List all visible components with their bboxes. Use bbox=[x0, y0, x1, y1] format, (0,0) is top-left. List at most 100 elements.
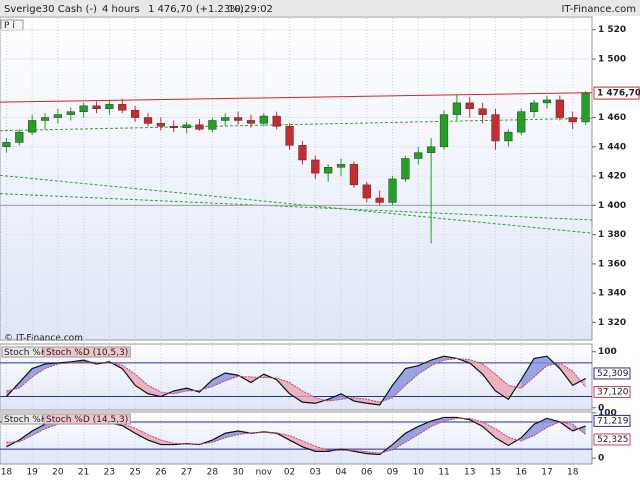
time: 10:29:02 bbox=[228, 4, 273, 15]
y-tick-label: 1 320 bbox=[598, 318, 626, 328]
copyright: © IT-Finance.com bbox=[4, 334, 83, 344]
kd-fill bbox=[495, 428, 509, 446]
y-tick-label: 1 460 bbox=[598, 113, 626, 123]
candle-body bbox=[414, 152, 423, 159]
candle-body bbox=[388, 178, 397, 203]
y-tick-label: 0 bbox=[598, 403, 604, 413]
candle-body bbox=[427, 146, 436, 153]
candle-body bbox=[478, 108, 487, 115]
candle-body bbox=[156, 123, 165, 127]
legend-box bbox=[43, 346, 131, 358]
kd-fill bbox=[405, 365, 419, 386]
candle-body bbox=[40, 117, 50, 121]
x-tick-label: 16 bbox=[515, 468, 527, 478]
x-tick-label: 10 bbox=[413, 468, 425, 478]
x-tick-label: 19 bbox=[26, 468, 38, 478]
kd-fill bbox=[534, 356, 547, 377]
candle-body bbox=[131, 109, 140, 118]
toolbar[interactable]: P i bbox=[4, 21, 15, 31]
trend-line bbox=[0, 117, 593, 132]
candle-body bbox=[182, 124, 191, 129]
x-tick-label: 03 bbox=[310, 468, 321, 478]
candle-body bbox=[208, 120, 217, 130]
kd-fill bbox=[148, 434, 161, 445]
last-value-label: 37,120 bbox=[597, 387, 629, 397]
legend-label: Stoch %D (10,5,3) bbox=[46, 348, 128, 358]
y-tick-label: 1 340 bbox=[598, 289, 626, 299]
kd-fill bbox=[135, 374, 148, 394]
legend-label: Stoch %D (14,5,3) bbox=[46, 415, 128, 425]
kd-fill bbox=[431, 417, 444, 427]
kd-fill bbox=[521, 358, 535, 389]
last-price-label: 1 476,70 bbox=[597, 89, 640, 99]
candle-body bbox=[53, 114, 63, 118]
candle-body bbox=[195, 124, 204, 130]
price-panel bbox=[0, 16, 593, 341]
interval: 4 hours bbox=[102, 4, 140, 15]
last-price-box bbox=[593, 86, 640, 100]
x-tick-label: 04 bbox=[335, 468, 347, 478]
watermark: IT-Finance.com bbox=[561, 4, 636, 15]
last-value-box bbox=[593, 433, 631, 446]
candle-body bbox=[401, 158, 410, 180]
last-value-box bbox=[593, 385, 631, 398]
kd-fill bbox=[173, 388, 187, 394]
kd-fill bbox=[482, 421, 496, 438]
last-value-label: 52,325 bbox=[597, 435, 629, 445]
kd-fill bbox=[405, 426, 419, 443]
legend-label: Stoch %K bbox=[4, 348, 48, 358]
last-value-label: 71,219 bbox=[597, 416, 629, 426]
kd-fill bbox=[32, 364, 46, 377]
kd-fill bbox=[392, 433, 406, 450]
candle-body bbox=[105, 104, 114, 109]
candle-body bbox=[542, 99, 552, 104]
kd-fill bbox=[32, 424, 46, 436]
x-tick-label: 26 bbox=[155, 468, 167, 478]
x-tick-label: 21 bbox=[78, 468, 89, 478]
x-tick-label: 09 bbox=[387, 468, 399, 478]
kd-fill bbox=[418, 360, 432, 375]
candle-body bbox=[15, 131, 24, 143]
x-tick-label: nov bbox=[256, 468, 273, 478]
candle-body bbox=[66, 111, 75, 115]
candle-body bbox=[285, 126, 294, 146]
candle-body bbox=[169, 126, 178, 129]
kd-fill bbox=[302, 390, 316, 404]
instrument: Sverige30 Cash (-) bbox=[4, 4, 97, 15]
x-tick-label: 30 bbox=[232, 468, 244, 478]
kd-fill bbox=[534, 418, 547, 436]
trend-line bbox=[0, 193, 593, 221]
x-tick-label: 23 bbox=[104, 468, 115, 478]
trend-line bbox=[0, 174, 593, 234]
stoch-line bbox=[5, 355, 586, 406]
x-tick-label: 28 bbox=[207, 468, 219, 478]
y-tick-label: 1 440 bbox=[598, 142, 626, 152]
y-tick-label: 1 520 bbox=[598, 25, 626, 35]
kd-fill bbox=[572, 424, 586, 435]
candle-body bbox=[324, 167, 333, 174]
last-value-box bbox=[593, 414, 631, 427]
x-tick-label: 15 bbox=[490, 468, 501, 478]
kd-fill bbox=[135, 428, 148, 441]
candle-body bbox=[452, 102, 461, 115]
y-tick-label: 1 500 bbox=[598, 54, 626, 64]
x-tick-label: 25 bbox=[129, 468, 140, 478]
candle-body bbox=[272, 115, 281, 127]
y-tick-label: 1 360 bbox=[598, 259, 626, 269]
last-value-box bbox=[593, 367, 631, 380]
kd-fill bbox=[559, 362, 573, 386]
kd-fill bbox=[148, 385, 161, 397]
kd-fill bbox=[19, 368, 33, 389]
trend-line bbox=[0, 92, 593, 103]
last-value-label: 52,309 bbox=[597, 369, 629, 379]
candle-body bbox=[555, 99, 564, 118]
y-tick-label: 100 bbox=[598, 408, 617, 418]
candle-body bbox=[259, 115, 268, 124]
candle-body bbox=[491, 114, 500, 142]
candle-body bbox=[362, 184, 371, 199]
candle-body bbox=[246, 120, 256, 124]
candle-body bbox=[221, 117, 230, 121]
kd-fill bbox=[302, 440, 316, 452]
x-tick-label: 06 bbox=[361, 468, 373, 478]
